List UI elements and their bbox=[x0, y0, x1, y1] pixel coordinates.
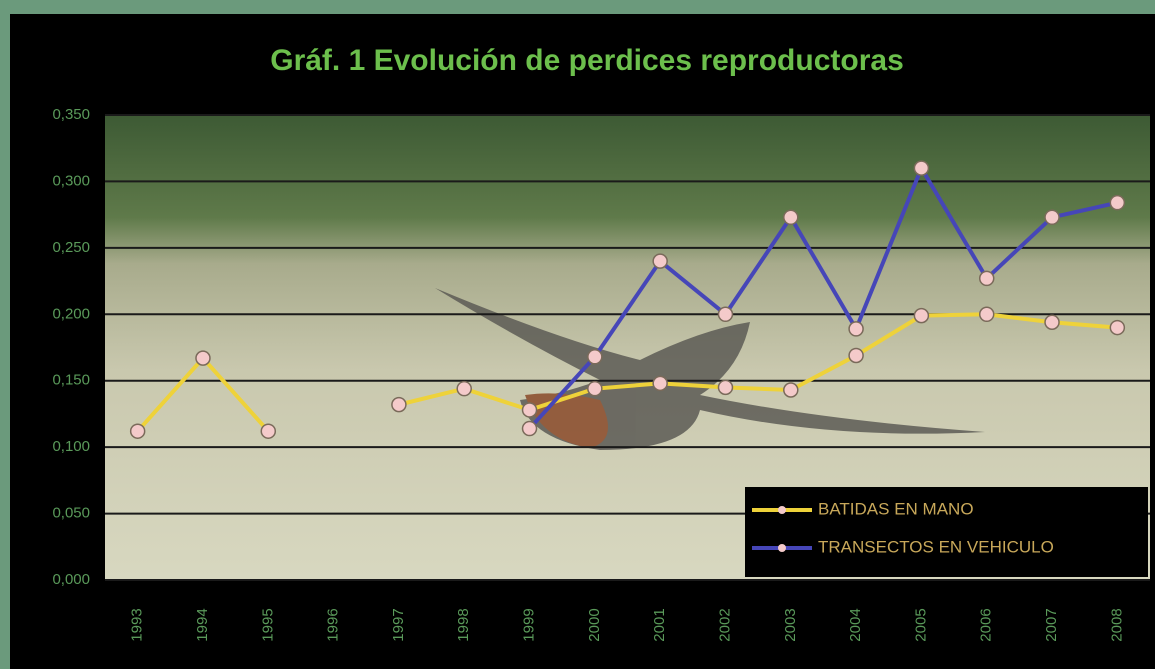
data-point bbox=[914, 309, 928, 323]
legend-marker bbox=[778, 506, 786, 514]
legend-label: BATIDAS EN MANO bbox=[818, 499, 974, 518]
y-tick-label: 0,350 bbox=[52, 106, 90, 123]
data-point bbox=[523, 403, 537, 417]
legend: BATIDAS EN MANO TRANSECTOS EN VEHICULO bbox=[745, 487, 1148, 577]
data-point bbox=[718, 307, 732, 321]
x-tick-label: 2008 bbox=[1108, 608, 1125, 641]
x-tick-label: 2007 bbox=[1043, 608, 1060, 641]
data-point bbox=[523, 422, 537, 436]
x-tick-label: 1994 bbox=[194, 608, 211, 641]
data-point bbox=[261, 424, 275, 438]
data-point bbox=[784, 383, 798, 397]
x-tick-label: 1999 bbox=[521, 608, 538, 641]
x-tick-label: 2006 bbox=[978, 608, 995, 641]
x-tick-label: 1993 bbox=[129, 608, 146, 641]
data-point bbox=[653, 254, 667, 268]
x-tick-label: 2002 bbox=[716, 608, 733, 641]
y-tick-label: 0,100 bbox=[52, 438, 90, 455]
x-tick-label: 1996 bbox=[325, 608, 342, 641]
page: {"chart_data": { "type": "line", "title"… bbox=[0, 0, 1155, 669]
data-point bbox=[849, 348, 863, 362]
y-tick-label: 0,000 bbox=[52, 571, 90, 588]
data-point bbox=[457, 382, 471, 396]
data-point bbox=[980, 271, 994, 285]
data-point bbox=[196, 351, 210, 365]
data-point bbox=[653, 376, 667, 390]
x-tick-label: 2000 bbox=[586, 608, 603, 641]
x-tick-label: 1998 bbox=[455, 608, 472, 641]
data-point bbox=[1110, 196, 1124, 210]
y-tick-label: 0,250 bbox=[52, 239, 90, 256]
y-tick-label: 0,150 bbox=[52, 372, 90, 389]
data-point bbox=[784, 210, 798, 224]
data-point bbox=[718, 380, 732, 394]
x-tick-label: 2001 bbox=[651, 608, 668, 641]
data-point bbox=[588, 350, 602, 364]
chart-title: Gráf. 1 Evolución de perdices reproducto… bbox=[270, 44, 904, 77]
y-tick-label: 0,050 bbox=[52, 505, 90, 522]
x-tick-label: 2004 bbox=[847, 608, 864, 641]
y-tick-label: 0,200 bbox=[52, 305, 90, 322]
chart: Gráf. 1 Evolución de perdices reproducto… bbox=[0, 0, 1155, 669]
data-point bbox=[849, 322, 863, 336]
data-point bbox=[1045, 210, 1059, 224]
data-point bbox=[392, 398, 406, 412]
x-tick-label: 2005 bbox=[912, 608, 929, 641]
data-point bbox=[588, 382, 602, 396]
y-tick-label: 0,300 bbox=[52, 172, 90, 189]
legend-marker bbox=[778, 544, 786, 552]
x-tick-label: 1995 bbox=[259, 608, 276, 641]
x-tick-label: 2003 bbox=[782, 608, 799, 641]
data-point bbox=[1045, 315, 1059, 329]
x-tick-label: 1997 bbox=[390, 608, 407, 641]
data-point bbox=[1110, 321, 1124, 335]
data-point bbox=[131, 424, 145, 438]
data-point bbox=[914, 161, 928, 175]
data-point bbox=[980, 307, 994, 321]
legend-label: TRANSECTOS EN VEHICULO bbox=[818, 537, 1054, 556]
